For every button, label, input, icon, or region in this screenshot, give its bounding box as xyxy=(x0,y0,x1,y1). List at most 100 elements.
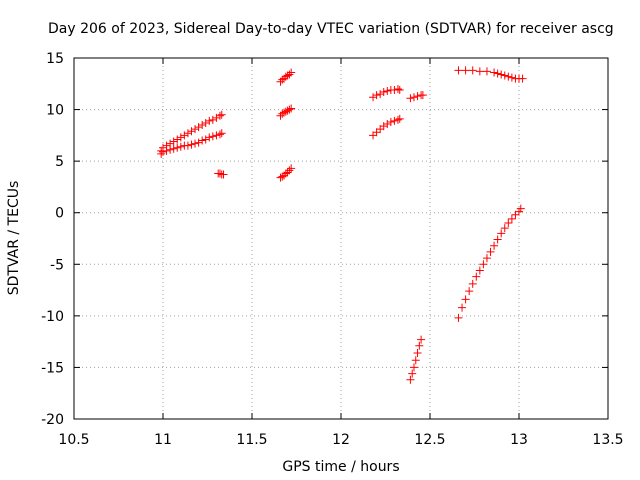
data-point xyxy=(490,241,499,250)
data-point xyxy=(504,219,513,228)
data-point xyxy=(191,139,200,148)
data-point xyxy=(191,125,200,134)
data-point xyxy=(283,168,292,177)
data-point xyxy=(176,142,185,151)
data-point xyxy=(383,87,392,96)
data-point xyxy=(475,266,484,275)
data-point xyxy=(287,68,296,77)
data-point xyxy=(454,66,463,75)
x-tick-label: 13 xyxy=(510,432,528,448)
data-point xyxy=(406,375,415,384)
data-point xyxy=(215,130,224,139)
data-point xyxy=(413,92,422,101)
data-point xyxy=(217,110,226,119)
data-point xyxy=(194,138,203,147)
data-point xyxy=(212,113,221,122)
data-point xyxy=(183,129,192,138)
y-tick-label: 15 xyxy=(46,51,64,67)
x-tick-label: 11.5 xyxy=(236,432,267,448)
data-points xyxy=(157,66,527,384)
data-point xyxy=(208,115,217,124)
data-point xyxy=(479,260,488,269)
data-point xyxy=(516,204,525,213)
tick-labels: 10.5 11 11.5 12 12.5 13 13.5 -20 -15 -10 -5 0 5 10 15 xyxy=(41,51,623,448)
data-point xyxy=(287,104,296,113)
data-point xyxy=(173,135,182,144)
data-point xyxy=(173,143,182,152)
data-point xyxy=(417,335,426,344)
data-point xyxy=(493,69,502,78)
data-point xyxy=(475,67,484,76)
data-point xyxy=(493,235,502,244)
data-point xyxy=(176,133,185,142)
chart-title: Day 206 of 2023, Sidereal Day-to-day VTE… xyxy=(48,21,614,37)
data-point xyxy=(482,67,491,76)
data-point xyxy=(465,287,474,296)
data-point xyxy=(281,107,290,116)
data-point xyxy=(379,122,388,131)
data-point xyxy=(383,120,392,129)
data-point xyxy=(285,105,294,114)
data-point xyxy=(194,123,203,132)
data-point xyxy=(198,121,207,130)
data-point xyxy=(219,170,228,179)
x-tick-label: 10.5 xyxy=(58,432,89,448)
data-point xyxy=(217,129,226,138)
data-point xyxy=(418,91,427,100)
data-point xyxy=(201,118,210,127)
data-point xyxy=(406,94,415,103)
data-point xyxy=(283,106,292,115)
data-point xyxy=(411,356,420,365)
y-tick-label: 0 xyxy=(55,206,64,222)
y-tick-label: 10 xyxy=(46,103,64,119)
data-point xyxy=(285,166,294,175)
data-point xyxy=(409,363,418,372)
grid xyxy=(74,58,608,419)
data-point xyxy=(454,313,463,322)
data-point xyxy=(187,127,196,136)
data-point xyxy=(372,91,381,100)
plot-frame xyxy=(73,57,609,420)
data-point xyxy=(166,145,175,154)
data-point xyxy=(504,72,513,81)
data-point xyxy=(408,369,417,378)
x-axis-label: GPS time / hours xyxy=(282,459,399,475)
data-point xyxy=(201,135,210,144)
data-point xyxy=(468,66,477,75)
data-point xyxy=(280,108,289,117)
x-tick-label: 11 xyxy=(154,432,172,448)
data-point xyxy=(482,254,491,263)
data-point xyxy=(278,109,287,118)
x-tick-label: 12.5 xyxy=(414,432,445,448)
data-point xyxy=(500,224,509,233)
data-point xyxy=(507,214,516,223)
data-point xyxy=(369,93,378,102)
data-point xyxy=(409,93,418,102)
data-point xyxy=(390,116,399,125)
data-point xyxy=(393,84,402,93)
data-point xyxy=(376,90,385,99)
data-point xyxy=(395,85,404,94)
y-tick-label: -15 xyxy=(41,360,64,376)
data-point xyxy=(507,73,516,82)
data-point xyxy=(215,111,224,120)
data-point xyxy=(276,173,285,182)
y-tick-label: -5 xyxy=(50,257,64,273)
data-point xyxy=(157,149,166,158)
data-point xyxy=(205,133,214,142)
data-point xyxy=(169,144,178,153)
data-point xyxy=(468,279,477,288)
data-point xyxy=(461,66,470,75)
y-axis-label: SDTVAR / TECUs xyxy=(6,181,22,296)
x-tick-label: 12 xyxy=(332,432,350,448)
data-point xyxy=(497,70,506,79)
data-point xyxy=(518,74,527,83)
data-point xyxy=(162,146,171,155)
data-point xyxy=(187,140,196,149)
data-point xyxy=(395,114,404,123)
y-tick-label: -20 xyxy=(41,412,64,428)
y-tick-label: 5 xyxy=(55,154,64,170)
data-point xyxy=(215,169,224,178)
